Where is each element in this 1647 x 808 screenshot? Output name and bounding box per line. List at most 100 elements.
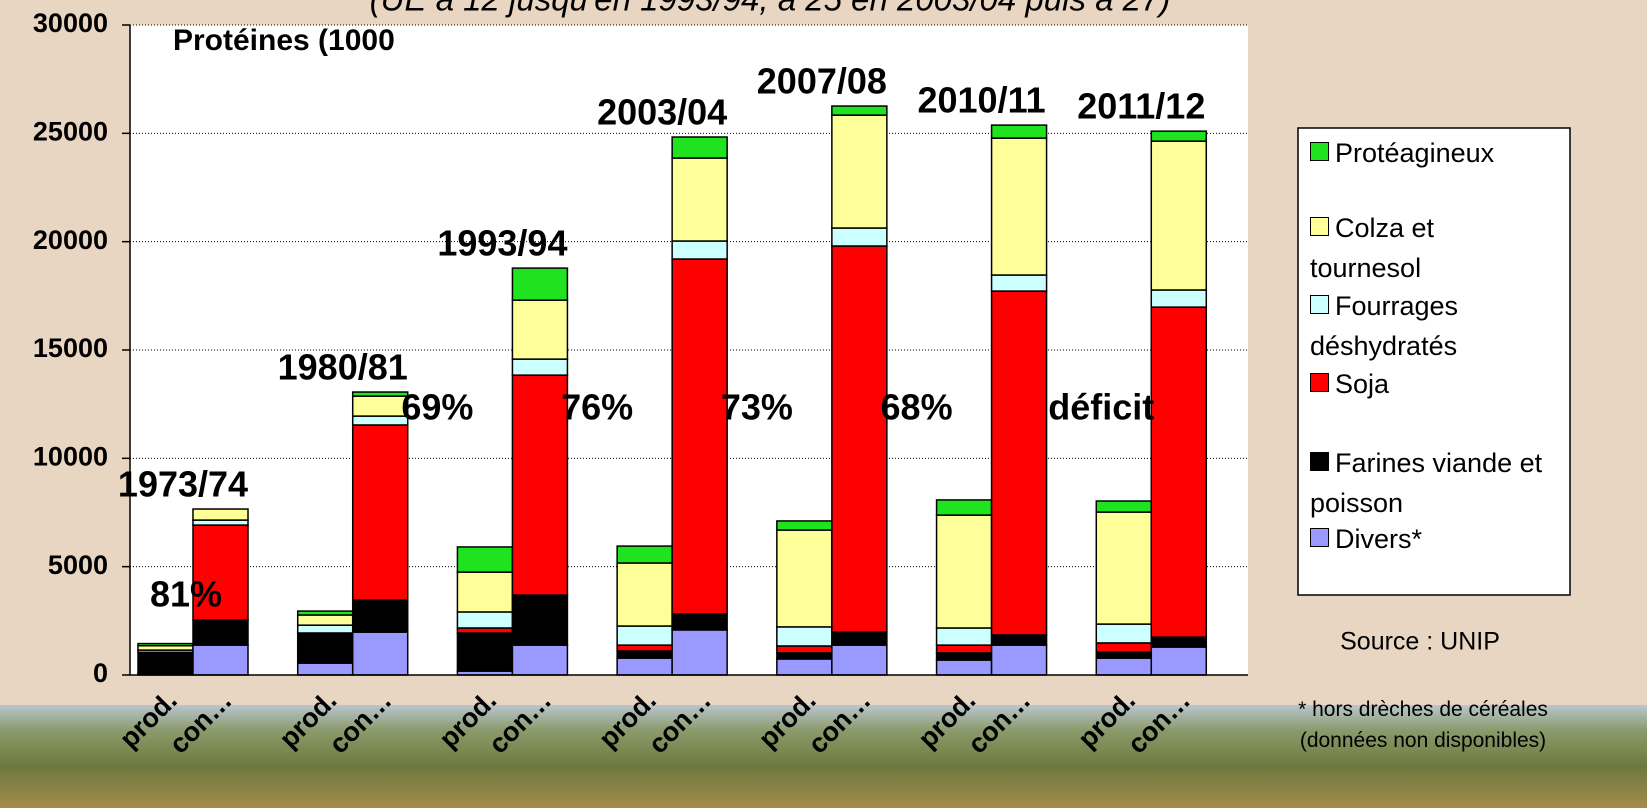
- bar-segment: [1096, 652, 1151, 658]
- subtitle: (UE à 12 jusqu'en 1993/94, à 25 en 2003/…: [370, 0, 1171, 18]
- bar-segment: [777, 659, 832, 675]
- y-tick-label: 30000: [33, 8, 108, 38]
- bar-segment: [1096, 658, 1151, 675]
- bar-segment: [937, 515, 992, 628]
- bar-segment: [138, 652, 193, 674]
- legend-label: Farines viande et poisson: [1310, 448, 1542, 518]
- bar-segment: [457, 633, 512, 671]
- bar-segment: [832, 106, 887, 115]
- bar-segment: [457, 612, 512, 628]
- y-tick-label: 15000: [33, 333, 108, 363]
- bar-segment: [1096, 643, 1151, 652]
- bar-segment: [353, 396, 408, 416]
- bar-segment: [672, 614, 727, 630]
- legend-entry: Fourrages déshydratés: [1310, 286, 1480, 366]
- legend-entry: Divers*: [1310, 519, 1560, 559]
- bar-segment: [1096, 512, 1151, 624]
- bar-segment: [1151, 647, 1206, 675]
- bar-segment: [832, 228, 887, 246]
- bar-segment: [353, 600, 408, 632]
- bar-segment: [992, 291, 1047, 635]
- legend-swatch: [1310, 295, 1329, 314]
- group-label: 2007/08: [757, 61, 887, 102]
- bar-segment: [937, 628, 992, 645]
- bar-segment: [992, 125, 1047, 138]
- y-tick-label: 10000: [33, 441, 108, 471]
- bar-segment: [353, 425, 408, 600]
- bar-segment: [937, 500, 992, 515]
- bar-segment: [832, 632, 887, 645]
- legend-entry: Protéagineux: [1310, 133, 1560, 173]
- bar-segment: [777, 627, 832, 646]
- bar-segment: [193, 620, 248, 645]
- bar-segment: [672, 259, 727, 614]
- legend-swatch: [1310, 452, 1329, 471]
- group-label: 1973/74: [118, 464, 248, 505]
- bar-segment: [992, 635, 1047, 645]
- legend-entry: Colza et tournesol: [1310, 208, 1460, 288]
- bar-segment: [193, 645, 248, 675]
- bar-segment: [512, 359, 567, 375]
- bar-segment: [1151, 637, 1206, 647]
- group-label: 2011/12: [1077, 86, 1205, 127]
- footnote: * hors drèches de céréales (données non …: [1278, 694, 1568, 756]
- bar-segment: [512, 595, 567, 645]
- group-label: 2003/04: [597, 92, 727, 133]
- legend-swatch: [1310, 528, 1329, 547]
- y-tick-label: 20000: [33, 225, 108, 255]
- legend-label: Soja: [1335, 369, 1389, 399]
- bar-segment: [672, 241, 727, 259]
- legend-label: Divers*: [1335, 524, 1422, 554]
- bar-segment: [992, 275, 1047, 291]
- bar-segment: [617, 546, 672, 563]
- bar-segment: [512, 268, 567, 300]
- bar-segment: [512, 300, 567, 359]
- share-label: 68%: [881, 387, 953, 428]
- bar-segment: [937, 660, 992, 675]
- bar-segment: [617, 645, 672, 651]
- share-label: déficit: [1048, 387, 1154, 428]
- y-tick-label: 25000: [33, 116, 108, 146]
- share-label: 81%: [150, 574, 222, 615]
- bar-segment: [1151, 290, 1206, 307]
- bar-segment: [298, 633, 353, 663]
- bar-segment: [1096, 624, 1151, 643]
- group-label: 1993/94: [437, 223, 567, 264]
- legend-entry: Farines viande et poisson: [1310, 443, 1560, 523]
- bar-segment: [298, 625, 353, 633]
- bar-segment: [832, 246, 887, 632]
- y-tick-label: 5000: [48, 550, 108, 580]
- share-label: 76%: [561, 387, 633, 428]
- slide: (UE à 12 jusqu'en 1993/94, à 25 en 2003/…: [0, 0, 1647, 808]
- bar-segment: [457, 547, 512, 572]
- bar-segment: [512, 375, 567, 595]
- y-tick-label: 0: [93, 658, 108, 688]
- bar-segment: [672, 630, 727, 675]
- bar-segment: [777, 646, 832, 653]
- bar-segment: [617, 658, 672, 675]
- bar-segment: [353, 416, 408, 425]
- legend-swatch: [1310, 142, 1329, 161]
- legend-entry: Soja: [1310, 364, 1560, 404]
- bar-segment: [457, 572, 512, 612]
- bar-segment: [617, 651, 672, 658]
- group-label: 2010/11: [917, 80, 1045, 121]
- bar-segment: [832, 645, 887, 675]
- bar-segment: [617, 563, 672, 626]
- bar-segment: [617, 626, 672, 645]
- bar-segment: [1096, 501, 1151, 512]
- bar-segment: [193, 509, 248, 520]
- source: Source : UNIP: [1340, 628, 1500, 656]
- bar-segment: [992, 645, 1047, 675]
- bar-segment: [138, 644, 193, 646]
- bar-segment: [832, 115, 887, 228]
- bar-segment: [353, 632, 408, 675]
- legend-label: Protéagineux: [1335, 138, 1494, 168]
- bar-segment: [937, 653, 992, 660]
- group-label: 1980/81: [278, 347, 408, 388]
- bar-segment: [353, 392, 408, 396]
- bar-segment: [1151, 141, 1206, 290]
- chart: (UE à 12 jusqu'en 1993/94, à 25 en 2003/…: [0, 0, 1647, 808]
- legend-label: Fourrages déshydratés: [1310, 291, 1458, 361]
- legend-swatch: [1310, 373, 1329, 392]
